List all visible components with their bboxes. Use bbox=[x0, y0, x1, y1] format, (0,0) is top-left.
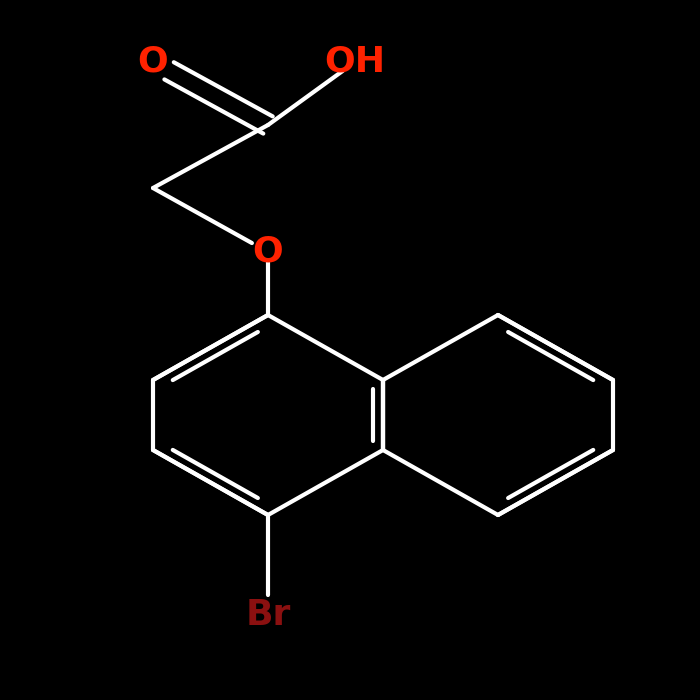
Text: O: O bbox=[253, 235, 284, 269]
Text: O: O bbox=[138, 45, 169, 79]
Text: Br: Br bbox=[245, 598, 290, 632]
Text: OH: OH bbox=[324, 45, 386, 79]
